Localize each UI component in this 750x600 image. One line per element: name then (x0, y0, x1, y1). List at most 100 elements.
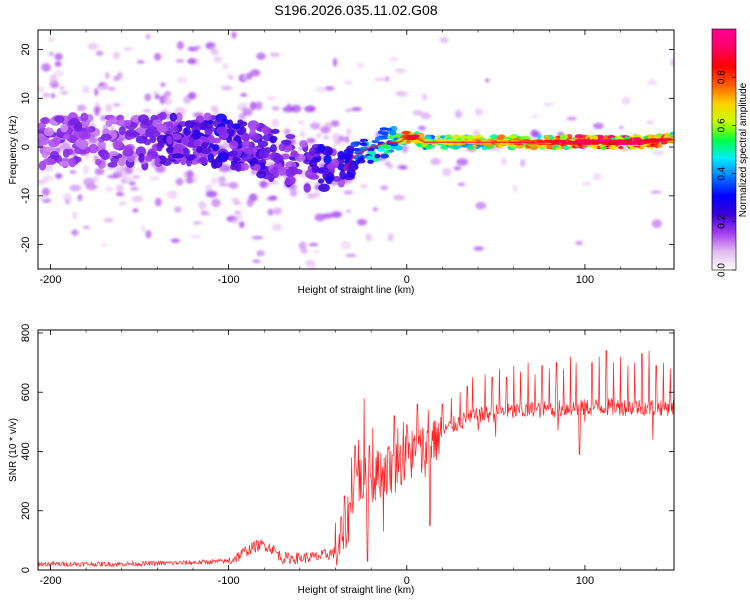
spectrogram-x-ticks: -200 -100 0 100 (39, 30, 657, 286)
spectrogram-cell (204, 127, 213, 136)
spectrogram-noise-cell (113, 51, 120, 60)
spectrogram-noise-cell (198, 201, 207, 210)
spectrogram-cell (618, 145, 624, 150)
spectrogram-cell (63, 133, 71, 140)
spectrogram-cell (401, 130, 411, 135)
spectrogram-noise-cell (60, 91, 69, 95)
spectrogram-noise-cell (250, 69, 261, 77)
spectrogram-cell (157, 140, 166, 147)
colorbar-tick-label: 0.6 (717, 118, 728, 132)
spectrogram-cell (250, 134, 261, 141)
spectrogram-cell (108, 151, 119, 157)
spectrogram-cell (126, 154, 135, 163)
spectrogram-cell (241, 132, 250, 142)
spectrogram-noise-cell (164, 90, 172, 97)
spectrogram-cell (515, 144, 524, 149)
spectrogram-noise-cell (320, 126, 331, 134)
spectrogram-noise-cell (118, 201, 127, 206)
spectrogram-cell (380, 153, 390, 159)
spectrogram-y-tick-label: 10 (20, 92, 32, 104)
spectrogram-noise-cell (239, 221, 245, 229)
spectrogram-noise-cell (144, 93, 152, 102)
spectrogram-noise-cell (319, 274, 324, 281)
spectrogram-cell (124, 119, 131, 127)
spectrogram-noise-cell (566, 116, 577, 121)
spectrogram-noise-cell (473, 246, 484, 251)
spectrogram-cell (207, 134, 215, 143)
spectrogram-cell (181, 136, 190, 145)
spectrogram-y-tick-label: 20 (20, 43, 32, 55)
spectrogram-x-tick-label: 100 (576, 274, 594, 286)
spectrogram-noise-cell (153, 52, 162, 61)
spectrogram-noise-cell (256, 250, 265, 257)
spectrogram-cell (258, 148, 270, 159)
spectrogram-cell (88, 143, 99, 154)
spectrogram-cell (325, 175, 333, 185)
spectrogram-noise-cell (306, 137, 316, 144)
spectrogram-noise-cell (54, 53, 63, 61)
spectrogram-noise-cell (387, 163, 393, 169)
spectrogram-cell (262, 125, 270, 136)
spectrogram-cell (54, 115, 65, 123)
spectrogram-cell (387, 135, 395, 140)
spectrogram-noise-cell (308, 264, 317, 269)
snr-y-tick-label: 0 (20, 567, 32, 573)
colorbar-ticks: 0.0 0.2 0.4 0.6 0.8 (717, 70, 736, 277)
snr-y-ticks: 0 200 400 600 800 (20, 324, 674, 573)
spectrogram-noise-cell (53, 69, 64, 78)
spectrogram-noise-cell (141, 225, 146, 233)
spectrogram-noise-cell (105, 186, 114, 192)
spectrogram-cell (156, 124, 168, 133)
spectrogram-cell (217, 151, 229, 162)
spectrogram-noise-cell (592, 172, 602, 181)
spectrogram-cell (589, 135, 599, 141)
spectrogram-noise-cell (314, 213, 326, 222)
spectrogram-noise-cell (283, 128, 291, 136)
spectrogram-cell (559, 134, 566, 140)
spectrogram-cell (75, 138, 88, 149)
spectrogram-cell (377, 130, 384, 135)
spectrogram-cell (337, 150, 345, 161)
spectrogram-noise-cell (236, 216, 244, 220)
spectrogram-noise-cell (228, 75, 234, 80)
spectrogram-noise-cell (430, 157, 442, 166)
spectrogram-cell (388, 130, 397, 136)
spectrogram-noise-cell (154, 197, 162, 207)
spectrogram-noise-cell (160, 82, 166, 88)
spectrogram-noise-cell (330, 120, 340, 127)
spectrogram-noise-cell (316, 133, 322, 139)
spectrogram-cell (394, 145, 403, 151)
spectrogram-noise-cell (453, 166, 462, 171)
spectrogram-noise-cell (512, 184, 518, 193)
spectrogram-noise-cell (620, 147, 630, 151)
spectrogram-noise-cell (103, 217, 114, 223)
spectrogram-noise-cell (183, 172, 188, 178)
spectrogram-cell (234, 162, 242, 172)
spectrogram-cell (290, 152, 300, 158)
snr-x-tick-label: 0 (404, 575, 410, 587)
spectrogram-noise-cell (72, 211, 77, 220)
spectrogram-noise-cell (324, 86, 335, 91)
spectrogram-cell (185, 154, 196, 161)
spectrogram-noise-cell (115, 192, 125, 197)
spectrogram-cell (303, 183, 311, 193)
spectrogram-cell (498, 144, 504, 149)
spectrogram-noise-cell (233, 201, 242, 205)
spectrogram-cell (440, 144, 449, 150)
spectrogram-cell (175, 112, 183, 123)
spectrogram-noise-cell (132, 208, 139, 213)
spectrogram-noise-cell (82, 225, 91, 229)
spectrogram-cell (247, 120, 259, 130)
spectrogram-cell (73, 123, 83, 132)
spectrogram-cell (62, 148, 70, 158)
spectrogram-noise-cell (55, 173, 63, 179)
spectrogram-y-tick-label: 0 (20, 144, 32, 150)
spectrogram-noise-cell (200, 211, 210, 216)
spectrogram-noise-cell (346, 127, 352, 136)
spectrogram-cell (203, 122, 214, 129)
spectrogram-cell (68, 157, 77, 168)
spectrogram-x-tick-label: -100 (218, 274, 240, 286)
spectrogram-noise-cell (184, 170, 195, 179)
spectrogram-noise-cell (315, 86, 327, 93)
